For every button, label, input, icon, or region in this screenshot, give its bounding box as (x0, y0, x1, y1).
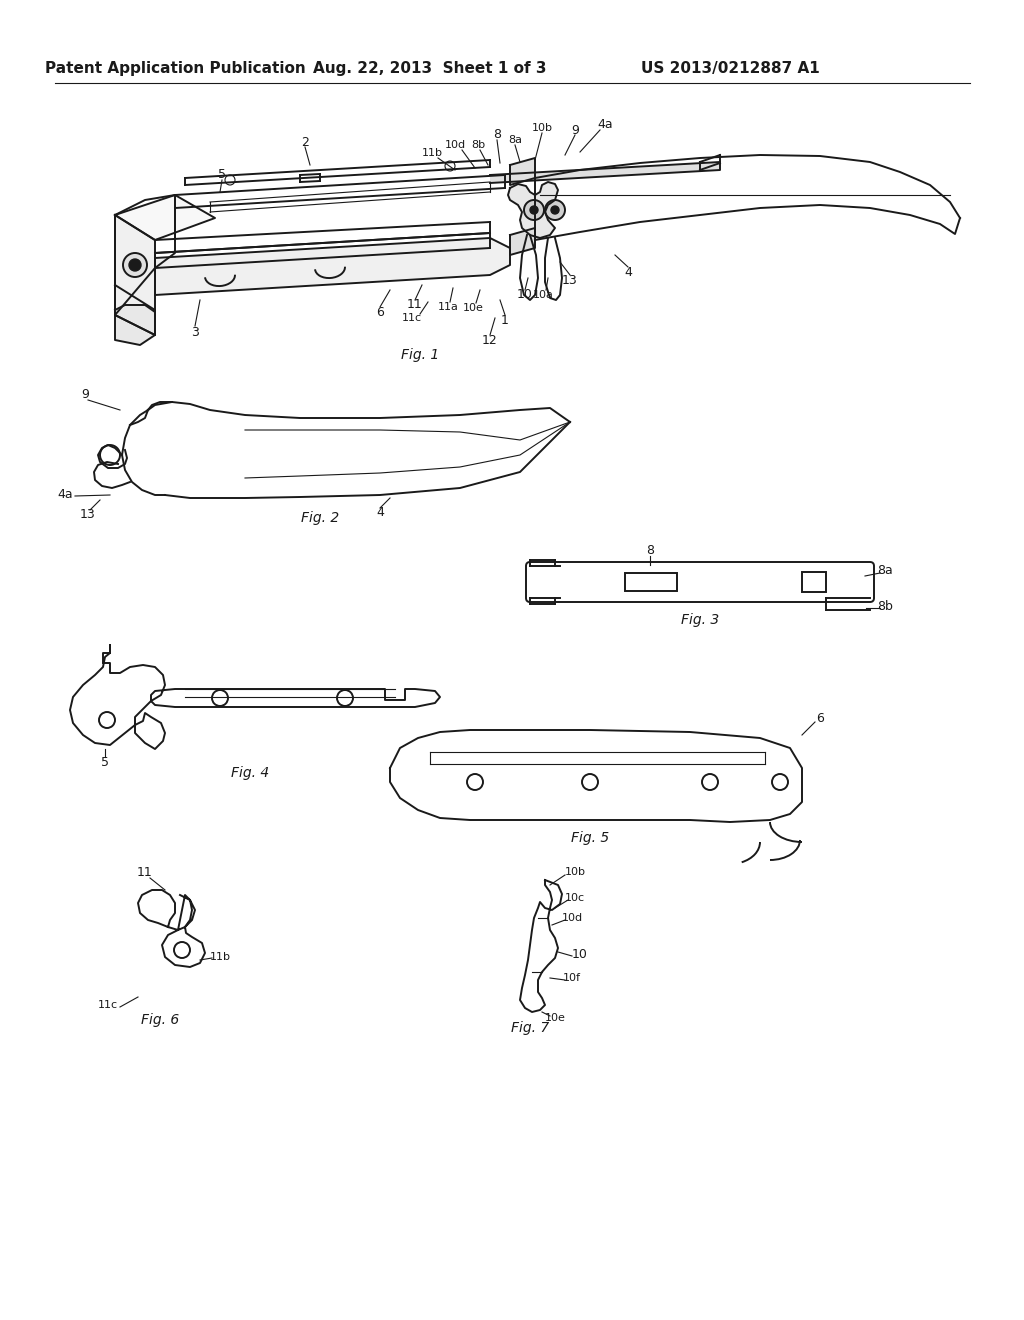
Circle shape (524, 201, 544, 220)
Polygon shape (115, 215, 155, 335)
Circle shape (123, 253, 147, 277)
Text: 10a: 10a (532, 290, 553, 300)
Text: 10: 10 (517, 289, 532, 301)
Text: 12: 12 (482, 334, 498, 346)
Polygon shape (508, 182, 558, 238)
Text: 8b: 8b (878, 599, 893, 612)
Text: 10c: 10c (565, 894, 585, 903)
Text: Fig. 3: Fig. 3 (681, 612, 719, 627)
Text: 4a: 4a (597, 119, 612, 132)
Text: Fig. 1: Fig. 1 (400, 348, 439, 362)
Text: 5: 5 (101, 755, 109, 768)
Text: 10e: 10e (545, 1012, 565, 1023)
Text: 4a: 4a (57, 488, 73, 502)
Polygon shape (510, 228, 535, 255)
Polygon shape (115, 195, 215, 240)
Text: 10b: 10b (531, 123, 553, 133)
Text: 10e: 10e (463, 304, 483, 313)
Circle shape (530, 206, 538, 214)
Text: 11c: 11c (98, 1001, 118, 1010)
Text: 11b: 11b (422, 148, 442, 158)
Text: 1: 1 (501, 314, 509, 326)
Text: 4: 4 (624, 265, 632, 279)
Text: 11a: 11a (437, 302, 459, 312)
Text: 11b: 11b (210, 952, 230, 962)
Circle shape (545, 201, 565, 220)
Text: 10: 10 (572, 949, 588, 961)
Text: 11c: 11c (402, 313, 422, 323)
Polygon shape (510, 158, 535, 185)
Polygon shape (155, 238, 510, 294)
Text: Aug. 22, 2013  Sheet 1 of 3: Aug. 22, 2013 Sheet 1 of 3 (313, 61, 547, 75)
Polygon shape (115, 305, 155, 345)
Text: 10b: 10b (564, 867, 586, 876)
Text: 6: 6 (816, 711, 824, 725)
Text: 13: 13 (562, 273, 578, 286)
Text: 2: 2 (301, 136, 309, 149)
Text: Fig. 4: Fig. 4 (230, 766, 269, 780)
Text: 8: 8 (493, 128, 501, 141)
Circle shape (551, 206, 559, 214)
Text: Fig. 6: Fig. 6 (141, 1012, 179, 1027)
Text: 10d: 10d (444, 140, 466, 150)
Polygon shape (490, 162, 720, 183)
Text: Fig. 2: Fig. 2 (301, 511, 339, 525)
Text: Fig. 7: Fig. 7 (511, 1020, 549, 1035)
Text: 10d: 10d (561, 913, 583, 923)
Text: 9: 9 (571, 124, 579, 136)
Text: 4: 4 (376, 506, 384, 519)
Text: 3: 3 (191, 326, 199, 338)
Text: 6: 6 (376, 305, 384, 318)
Text: 8b: 8b (471, 140, 485, 150)
Text: 10f: 10f (563, 973, 581, 983)
Text: 8: 8 (646, 544, 654, 557)
Text: 5: 5 (218, 169, 226, 181)
Text: US 2013/0212887 A1: US 2013/0212887 A1 (641, 61, 819, 75)
Text: Patent Application Publication: Patent Application Publication (45, 61, 305, 75)
Text: 11: 11 (137, 866, 153, 879)
Text: 8a: 8a (878, 564, 893, 577)
Text: 9: 9 (81, 388, 89, 401)
Text: 13: 13 (80, 508, 96, 521)
Polygon shape (115, 285, 155, 335)
Text: 11: 11 (408, 298, 423, 312)
Text: 8a: 8a (508, 135, 522, 145)
Circle shape (129, 259, 141, 271)
Text: Fig. 5: Fig. 5 (570, 832, 609, 845)
